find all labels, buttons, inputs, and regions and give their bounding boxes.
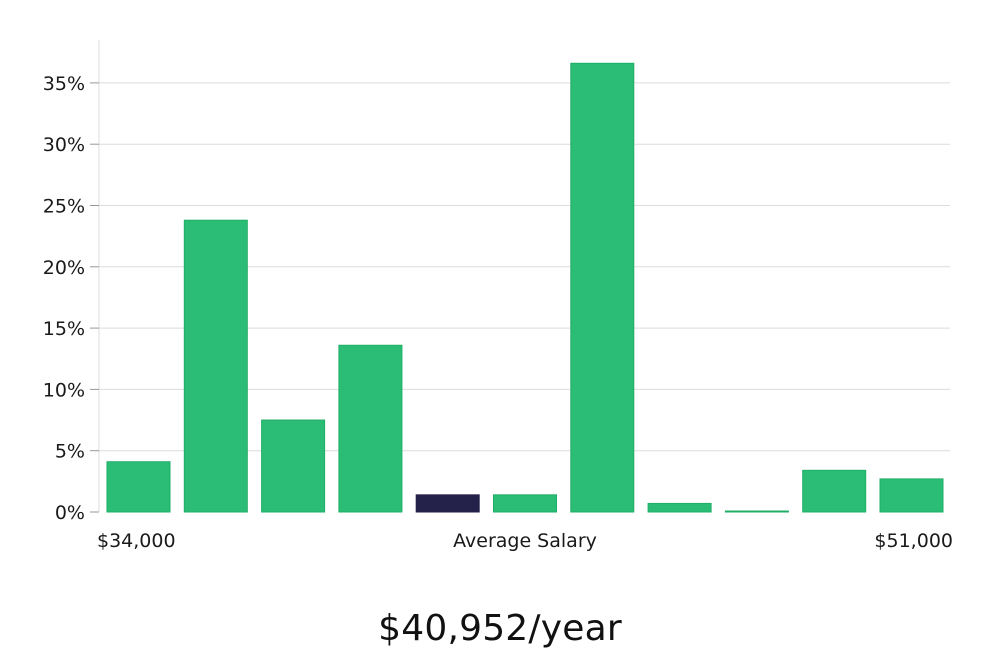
bar (261, 419, 326, 513)
bars (106, 62, 944, 513)
x-axis-title: Average Salary (453, 530, 597, 552)
bar (106, 461, 171, 513)
y-axis-ticks: 0% 5% 10% 15% 20% 25% 30% 35% (43, 73, 99, 524)
y-tick-label: 35% (43, 73, 85, 95)
y-tick-label: 10% (43, 379, 85, 401)
y-tick-label: 0% (55, 502, 85, 524)
bar-highlighted (415, 494, 480, 513)
y-tick-label: 25% (43, 196, 85, 218)
salary-histogram-chart: 0% 5% 10% 15% 20% 25% 30% 35% $34,000 Average S… (43, 40, 953, 552)
bar (724, 510, 789, 513)
bar (183, 219, 248, 513)
y-tick-label: 20% (43, 257, 85, 279)
bar (879, 478, 944, 513)
y-tick-label: 30% (43, 134, 85, 156)
average-salary-summary: $40,952/year (378, 608, 622, 649)
bar (570, 62, 635, 513)
bar (338, 344, 403, 513)
x-axis-min-label: $34,000 (97, 530, 176, 552)
y-tick-label: 5% (55, 441, 85, 463)
y-tick-label: 15% (43, 318, 85, 340)
x-axis-max-label: $51,000 (874, 530, 953, 552)
bar (647, 502, 712, 513)
bar (802, 469, 867, 513)
bar (493, 494, 557, 513)
